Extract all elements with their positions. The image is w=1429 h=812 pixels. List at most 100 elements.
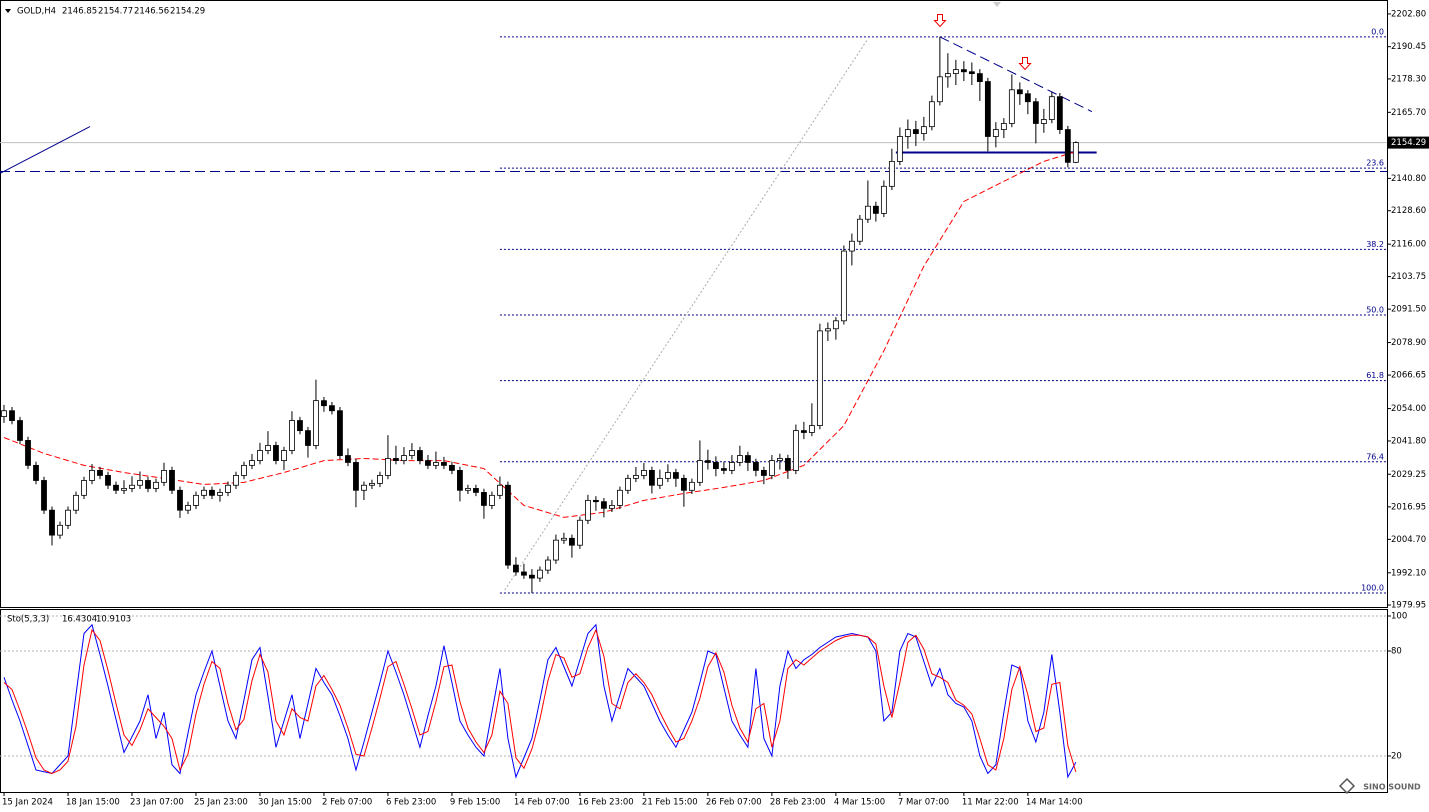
- candle-body: [281, 450, 287, 461]
- candle-body: [768, 460, 775, 476]
- header-high: 2154.77: [98, 7, 133, 17]
- candle-body: [896, 136, 903, 162]
- axes: 2202.80 2190.45 2178.30 2165.70 2140.80 2128.…: [2, 9, 1429, 808]
- candle-body: [633, 475, 639, 479]
- candle-body: [337, 410, 343, 456]
- candle-body: [465, 488, 471, 491]
- candle-body: [976, 73, 983, 82]
- candle-body: [217, 492, 223, 496]
- fibonacci-label: 38.2: [1366, 240, 1384, 249]
- candle-body: [65, 509, 71, 526]
- candle-body: [177, 489, 183, 511]
- x-tick-label: 11 Mar 22:00: [962, 798, 1019, 808]
- candle-body: [960, 69, 967, 73]
- candle-body: [992, 129, 999, 137]
- x-tick-label: 23 Jan 07:00: [130, 798, 184, 808]
- candle-body: [840, 250, 847, 322]
- header-close: 2154.29: [170, 7, 205, 17]
- candle-body: [73, 494, 79, 511]
- candle-body: [489, 494, 495, 506]
- candle-body: [505, 484, 511, 566]
- candle-body: [760, 470, 767, 476]
- candle-body: [537, 569, 543, 579]
- x-tick-label: 6 Feb 23:00: [386, 798, 436, 808]
- x-tick-label: 26 Feb 07:00: [706, 798, 762, 808]
- candle-body: [241, 464, 247, 476]
- candle-body: [529, 574, 535, 579]
- candle-body: [593, 499, 599, 503]
- current-price-box: [1388, 136, 1429, 149]
- candle-body: [305, 430, 311, 446]
- x-tick-label: 2 Feb 07:00: [322, 798, 372, 808]
- x-tick-label: 4 Mar 15:00: [834, 798, 885, 808]
- y-tick-label: 2116.00: [1391, 240, 1426, 250]
- candle-body: [497, 484, 503, 496]
- main-plot: 0.0 23.6 38.2 50.0 61.8 76.4 100.0: [0, 27, 1387, 594]
- candle-body: [425, 460, 431, 466]
- symbol-menu-icon[interactable]: [5, 9, 11, 13]
- candle-body: [257, 450, 263, 461]
- candle-body: [585, 499, 591, 521]
- candle-body: [457, 470, 463, 491]
- candle-body: [832, 320, 839, 330]
- candle-body: [225, 484, 231, 493]
- candle-body: [888, 161, 895, 187]
- candle-body: [273, 445, 279, 461]
- candle-body: [161, 470, 167, 483]
- candle-body: [984, 81, 991, 137]
- x-tick-label: 16 Feb 23:00: [578, 798, 634, 808]
- candle-body: [649, 470, 655, 486]
- candle-body: [385, 458, 391, 476]
- oscillator-line: [3, 628, 1077, 775]
- candle-body: [9, 410, 15, 421]
- arrow-marker: [1018, 57, 1032, 71]
- x-tick-label: 28 Feb 23:00: [770, 798, 826, 808]
- candle-body: [848, 240, 855, 252]
- y-tick-label: 1992.10: [1391, 568, 1426, 578]
- oscillator-d-value: 10.9103: [96, 615, 131, 625]
- candle-body: [321, 400, 327, 407]
- watermark: SINO SOUND: [1363, 783, 1421, 792]
- fibonacci-label: 61.8: [1366, 371, 1384, 380]
- candle-body: [577, 519, 583, 546]
- candle-body: [1040, 119, 1047, 124]
- candle-body: [1056, 96, 1063, 130]
- y-tick-label: 2041.80: [1391, 436, 1426, 446]
- candle-body: [121, 488, 127, 491]
- x-tick-label: 15 Jan 2024: [2, 798, 53, 808]
- candle-body: [601, 501, 607, 509]
- candle-body: [808, 425, 815, 433]
- candle-body: [736, 455, 743, 463]
- candle-body: [1000, 123, 1007, 130]
- candle-body: [1016, 89, 1023, 95]
- candle-body: [944, 73, 951, 78]
- candle-body: [97, 470, 103, 476]
- candle-body: [609, 505, 615, 509]
- scroll-marker: [993, 2, 1001, 7]
- candle-body: [617, 489, 623, 506]
- candle-body: [249, 460, 255, 466]
- candle-body: [912, 129, 919, 134]
- candle-body: [1064, 129, 1071, 163]
- candle-body: [433, 462, 439, 466]
- candle-body: [1032, 101, 1039, 124]
- candle-body: [449, 464, 455, 471]
- candle-body: [1, 410, 7, 417]
- candle-body: [641, 470, 647, 476]
- candle-body: [297, 420, 303, 432]
- y-tick-label: 80: [1391, 647, 1402, 657]
- candle-body: [728, 462, 735, 471]
- y-tick-label: 2103.75: [1391, 272, 1426, 282]
- x-tick-label: 18 Jan 15:00: [66, 798, 120, 808]
- y-tick-label: 2140.80: [1391, 174, 1426, 184]
- candle-body: [712, 462, 719, 469]
- candle-body: [673, 472, 679, 479]
- candle-body: [776, 458, 783, 461]
- candle-body: [81, 480, 87, 496]
- candle-body: [289, 420, 295, 451]
- candle-body: [665, 472, 671, 479]
- y-tick-label: 2016.95: [1391, 502, 1426, 512]
- candle-body: [744, 455, 751, 463]
- oscillator-plot: [0, 615, 1387, 779]
